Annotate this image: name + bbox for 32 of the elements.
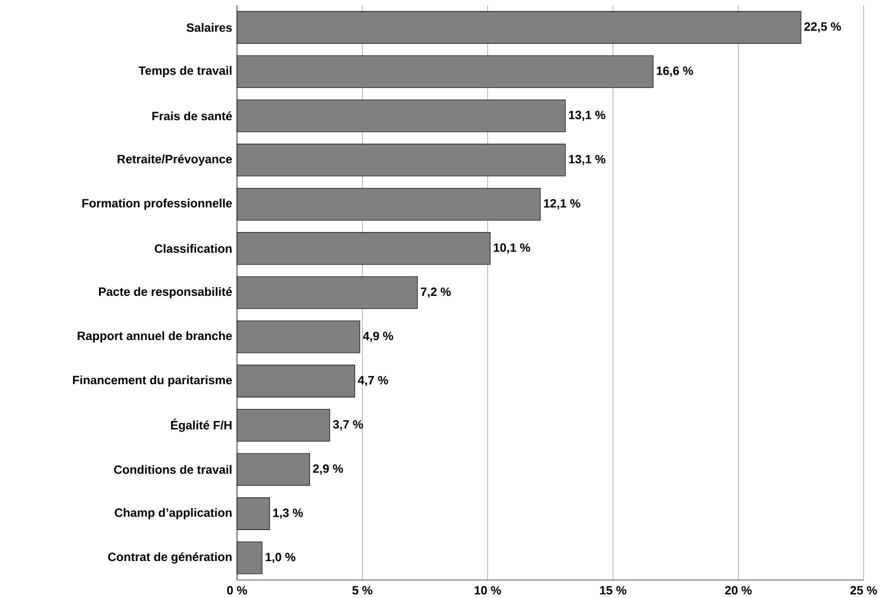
y-tick-label: Champ d’application — [114, 508, 232, 520]
data-label: 12,1 % — [544, 199, 580, 210]
x-tick-label: 5 % — [352, 586, 372, 595]
y-tick-label: Financement du paritarisme — [73, 375, 232, 387]
data-label: 3,7 % — [332, 420, 364, 430]
y-tick-label: Classification — [154, 244, 232, 253]
x-tick-label: 15 % — [600, 586, 626, 595]
data-label: 22,5 % — [804, 22, 841, 33]
data-label: 4,7 % — [358, 376, 388, 386]
x-tick-label: 10 % — [474, 586, 502, 595]
y-tick-label: Temps de travail — [138, 66, 232, 78]
data-label: 1,3 % — [273, 508, 303, 519]
data-label: 16,6 % — [656, 66, 694, 77]
y-tick-label: Salaires — [186, 23, 232, 32]
x-tick-label: 20 % — [725, 586, 752, 595]
y-tick-label: Conditions de travail — [114, 465, 232, 474]
data-label: 1,0 % — [266, 552, 296, 564]
data-label: 13,1 % — [569, 154, 606, 166]
x-tick-label: 0 % — [227, 586, 248, 595]
y-tick-label: Formation professionnelle — [82, 198, 232, 210]
y-tick-label: Égalité F/H — [171, 418, 232, 432]
y-tick-label: Frais de santé — [152, 111, 232, 120]
data-label: 4,9 % — [362, 332, 394, 342]
y-tick-label: Rapport annuel de branche — [78, 331, 232, 342]
data-label: 10,1 % — [494, 243, 530, 254]
y-tick-label: Pacte de responsabilité — [99, 287, 232, 298]
y-tick-label: Retraite/Prévoyance — [118, 154, 232, 166]
y-tick-label: Contrat de génération — [108, 552, 232, 564]
data-label: 2,9 % — [313, 464, 343, 475]
x-tick-label: 25 % — [850, 586, 878, 595]
data-label: 7,2 % — [420, 288, 451, 298]
data-label: 13,1 % — [569, 110, 606, 121]
